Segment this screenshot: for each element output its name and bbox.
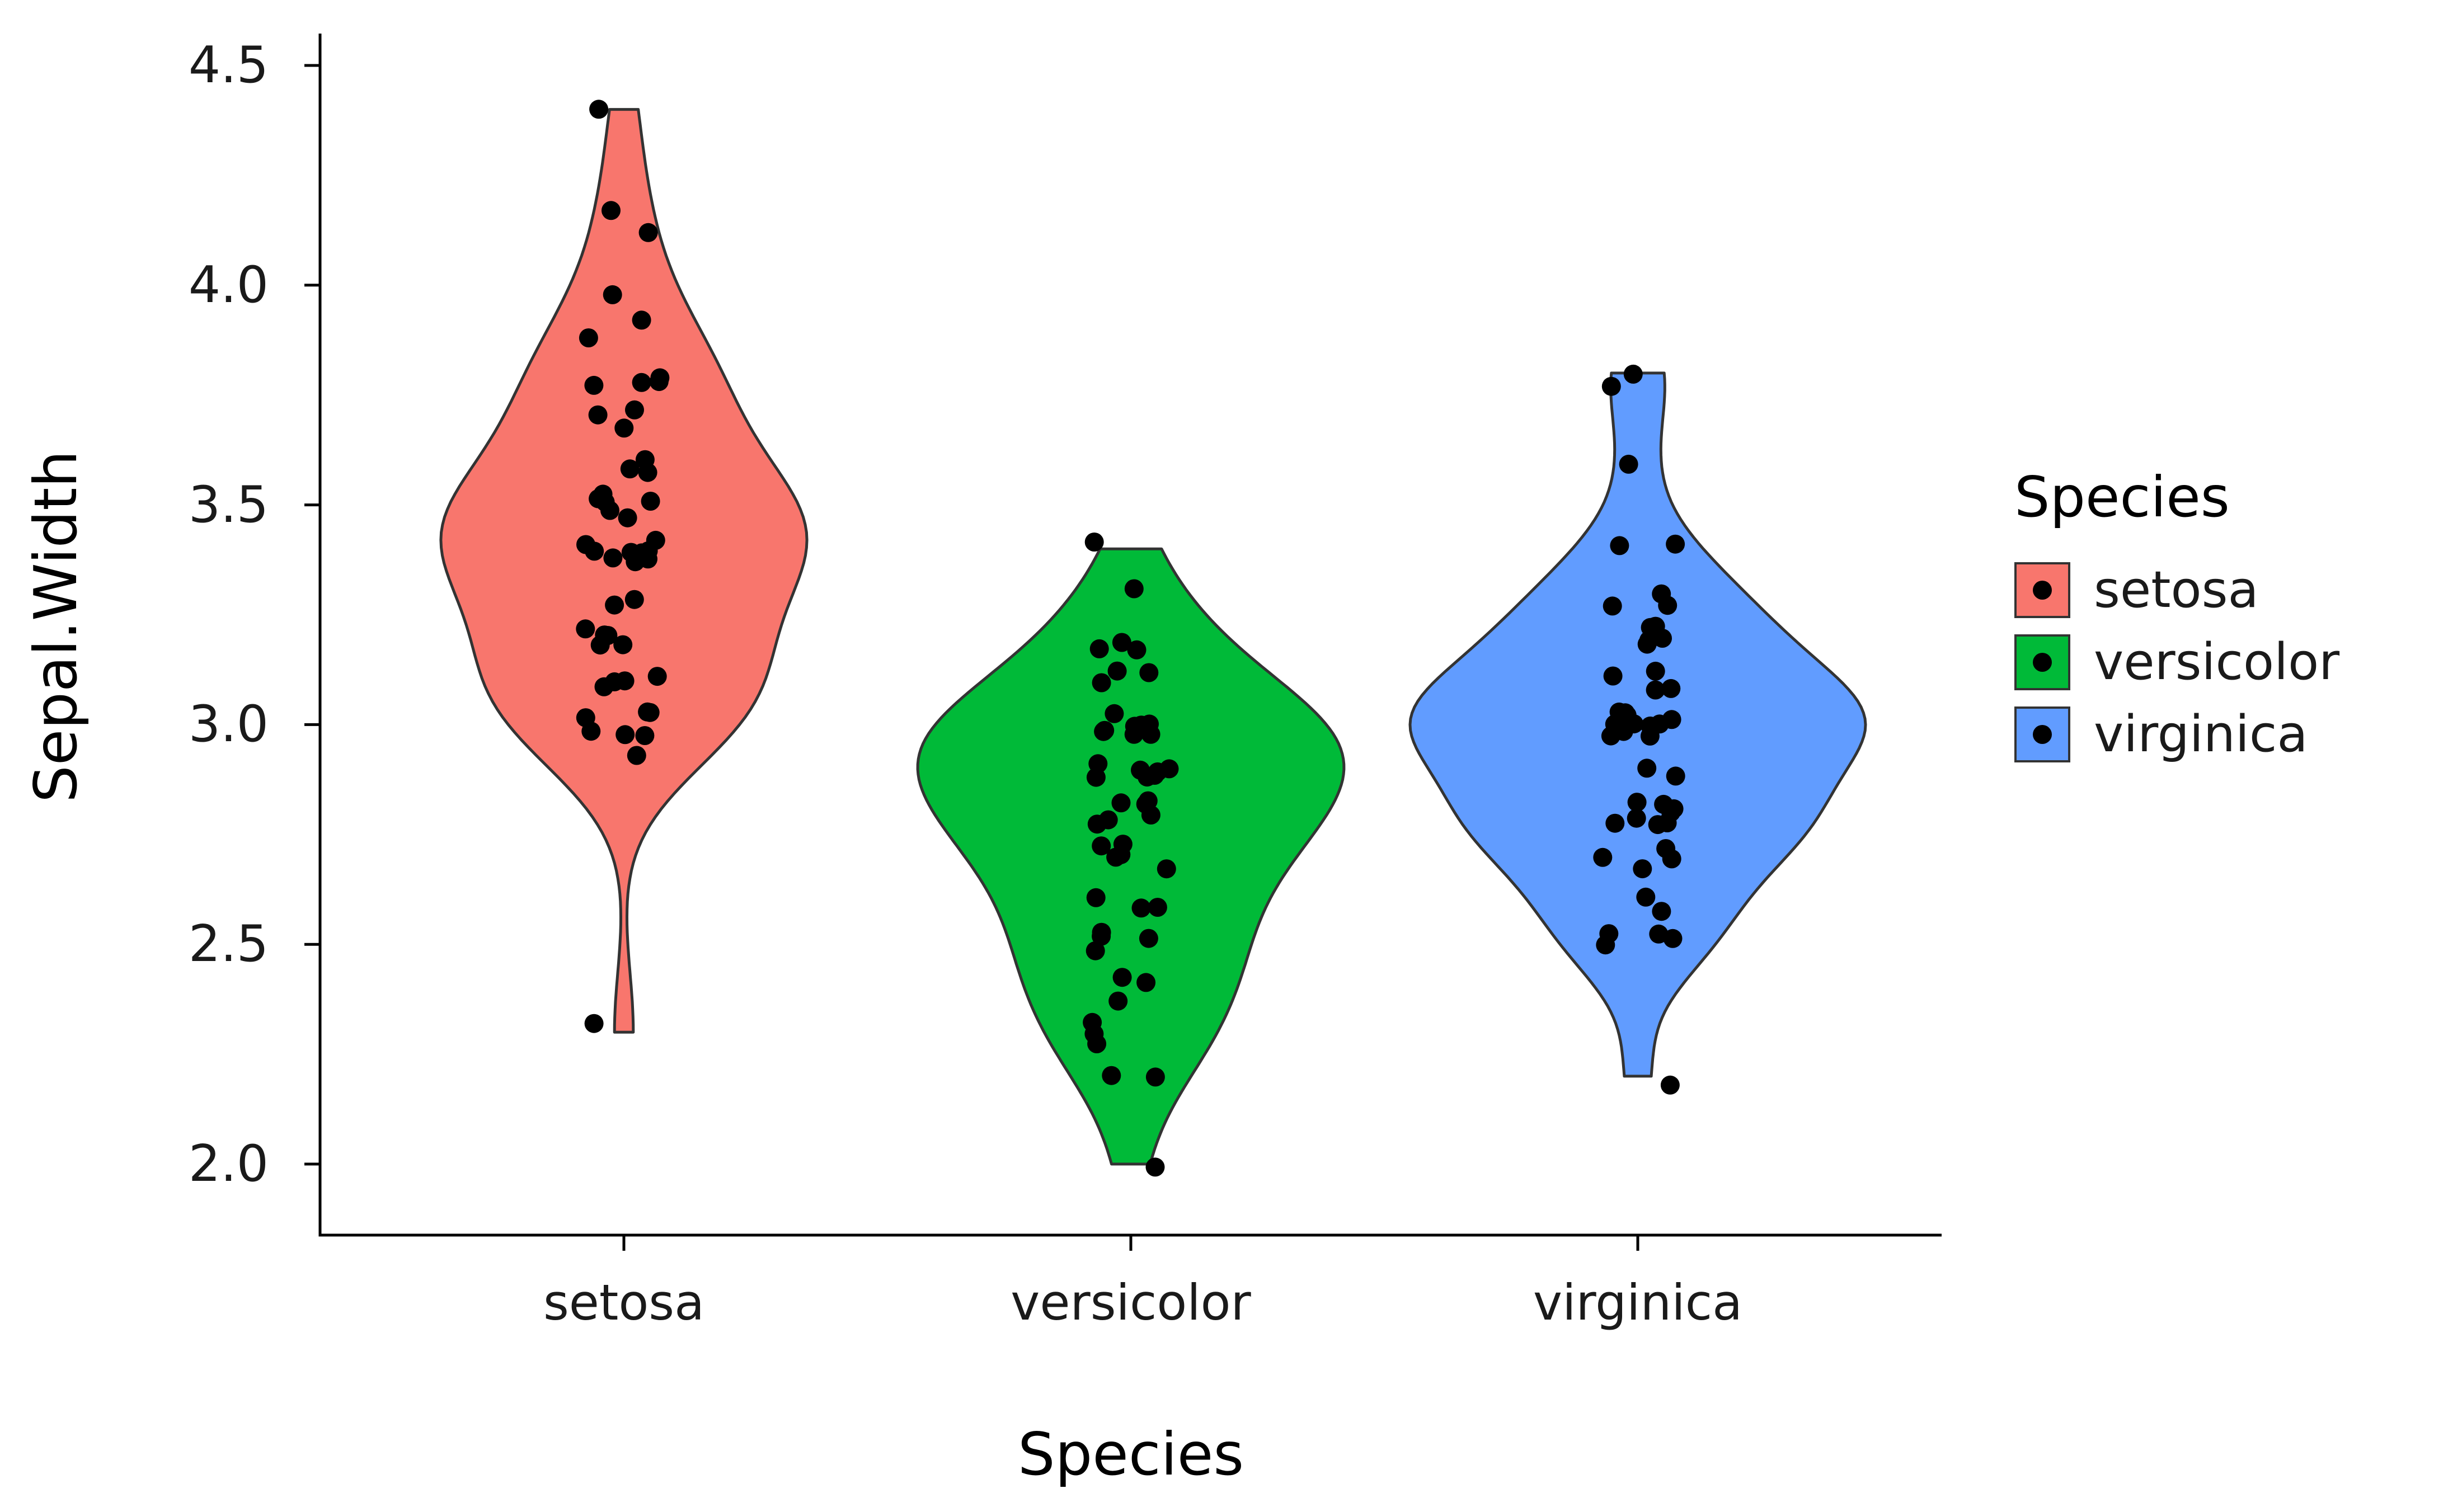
- y-tick-label-4.0: 4.0: [188, 255, 269, 314]
- y-tick-label-2.0: 2.0: [188, 1134, 269, 1193]
- y-tick-label-4.5: 4.5: [188, 36, 269, 95]
- legend-point-icon: [2033, 652, 2052, 672]
- legend-point-icon: [2033, 724, 2052, 744]
- legend-items: setosa versicolor virginica: [2014, 560, 2339, 764]
- legend-title: Species: [2014, 464, 2230, 530]
- legend-key-swatch-setosa: [2014, 562, 2070, 618]
- legend-item-versicolor: versicolor: [2014, 633, 2339, 691]
- legend-label-versicolor: versicolor: [2094, 633, 2340, 691]
- y-tick-label-3.5: 3.5: [188, 475, 269, 534]
- legend-label-setosa: setosa: [2094, 560, 2259, 619]
- violin-setosa: [439, 108, 809, 1034]
- violin-versicolor: [916, 547, 1346, 1166]
- y-tick-label-2.5: 2.5: [188, 915, 269, 974]
- y-axis-title: Sepal.Width: [22, 450, 90, 803]
- points-versicolor: [1083, 533, 1179, 1177]
- legend-key-swatch-virginica: [2014, 706, 2070, 762]
- legend-item-virginica: virginica: [2014, 705, 2339, 764]
- y-tick-label-3.0: 3.0: [188, 695, 269, 754]
- legend-item-setosa: setosa: [2014, 560, 2339, 619]
- legend-label-virginica: virginica: [2094, 705, 2308, 764]
- x-tick-label-setosa: setosa: [543, 1274, 705, 1331]
- legend-key-swatch-versicolor: [2014, 634, 2070, 690]
- legend: Species setosa versicolor virginica: [2014, 464, 2339, 777]
- x-axis-title: Species: [1017, 1420, 1244, 1489]
- points-virginica: [1593, 364, 1685, 1095]
- legend-point-icon: [2033, 580, 2052, 600]
- points-setosa: [576, 100, 670, 1033]
- x-tick-label-virginica: virginica: [1533, 1274, 1742, 1331]
- x-tick-label-versicolor: versicolor: [1011, 1274, 1251, 1331]
